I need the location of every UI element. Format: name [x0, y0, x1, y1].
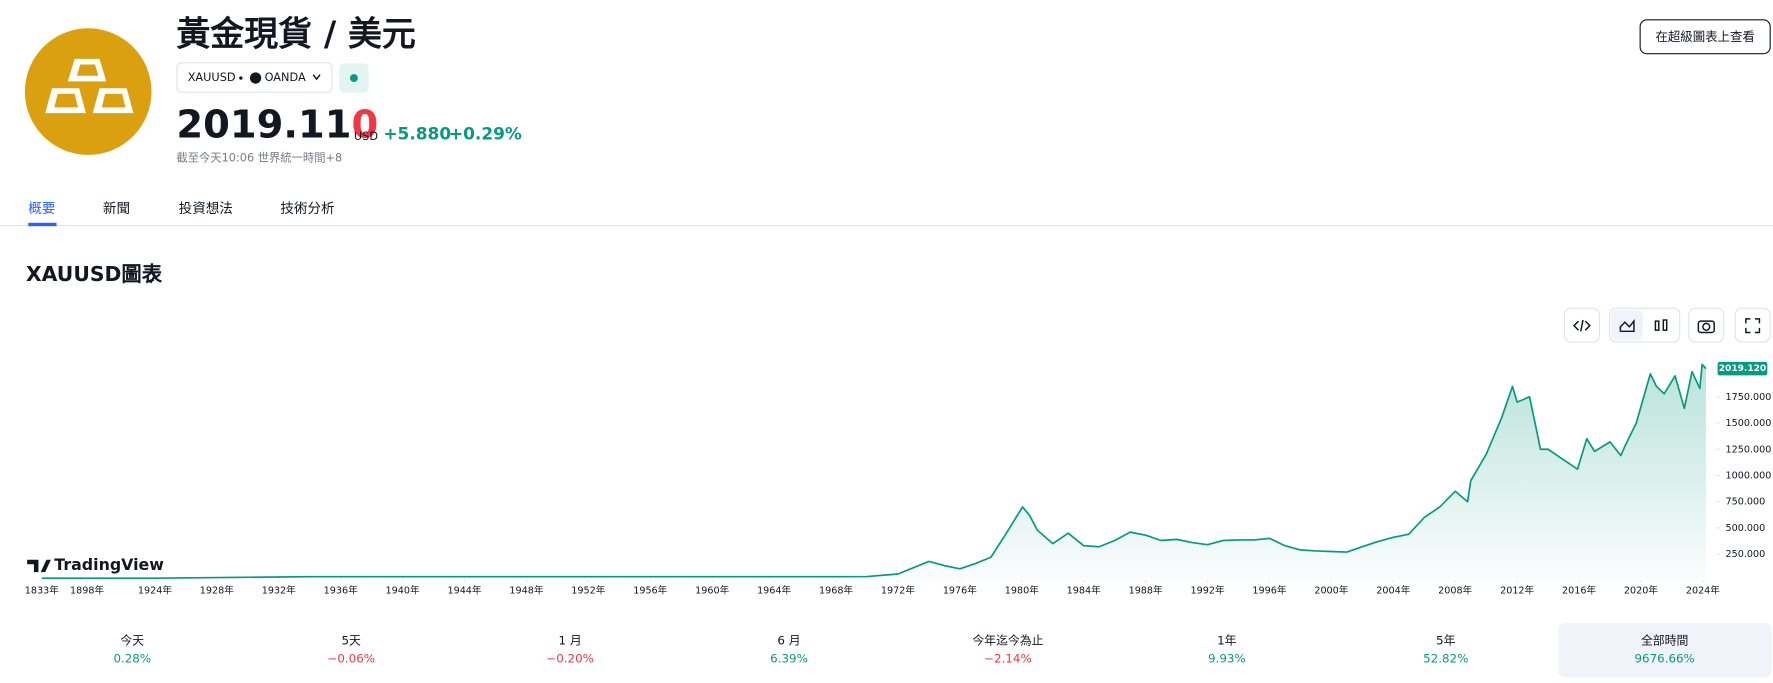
x-tick-label: 2024年 — [1686, 584, 1720, 596]
period-label[interactable]: 1 月 — [559, 634, 582, 648]
period-label[interactable]: 全部時間 — [1641, 634, 1688, 648]
x-tick-label: 1898年 — [70, 584, 104, 596]
fullscreen-button[interactable] — [1734, 307, 1771, 343]
x-tick-label: 1944年 — [447, 584, 481, 596]
period-change: 52.82% — [1423, 652, 1468, 666]
y-tick-label: 1500.000 — [1726, 418, 1772, 429]
period-label[interactable]: 今年迄今為止 — [972, 634, 1043, 648]
timestamp: 截至今天10:06 世界統一時間+8 — [176, 150, 342, 164]
active-tab-underline — [28, 222, 57, 227]
x-tick-label: 1980年 — [1005, 584, 1039, 596]
x-tick-label: 2012年 — [1500, 584, 1534, 596]
y-tick-label: 1250.000 — [1726, 444, 1772, 455]
x-tick-label: 2004年 — [1376, 584, 1410, 596]
y-tick-label: 750.000 — [1726, 497, 1766, 508]
x-tick-label: 1948年 — [509, 584, 543, 596]
x-tick-label: 1964年 — [757, 584, 791, 596]
price-main: 2019.11 — [176, 102, 351, 147]
x-tick-label: 1972年 — [881, 584, 915, 596]
y-tick-label: 1000.000 — [1726, 470, 1772, 481]
period-change: 6.39% — [770, 652, 808, 666]
currency: USD — [354, 130, 378, 143]
tab[interactable]: 概要 — [28, 201, 55, 217]
tab[interactable]: 技術分析 — [280, 201, 334, 217]
x-tick-label: 1924年 — [138, 584, 172, 596]
y-tick-label: 1750.000 — [1726, 392, 1772, 403]
x-tick-label: 1928年 — [200, 584, 234, 596]
x-tick-label: 2008年 — [1438, 584, 1472, 596]
period-label[interactable]: 6 月 — [777, 634, 800, 648]
x-tick-label: 1932年 — [262, 584, 296, 596]
x-tick-label: 2016年 — [1562, 584, 1596, 596]
x-tick-label: 1992年 — [1191, 584, 1225, 596]
period-change: 0.28% — [113, 652, 151, 666]
price: 2019.110 — [176, 102, 378, 147]
period-change: 9.93% — [1208, 652, 1246, 666]
brand-name: TradingView — [54, 555, 164, 574]
broker-icon — [249, 72, 262, 84]
period-label[interactable]: 5天 — [342, 634, 362, 648]
last-price-label: 2019.120 — [1719, 364, 1766, 374]
x-tick-label: 1936年 — [324, 584, 358, 596]
x-tick-label: 1940年 — [386, 584, 420, 596]
x-tick-label: 1956年 — [633, 584, 667, 596]
x-tick-label: 2020年 — [1624, 584, 1658, 596]
open-chart-button[interactable] — [1639, 19, 1771, 55]
x-tick-label: 1968年 — [819, 584, 853, 596]
tab[interactable]: 投資想法 — [179, 201, 233, 217]
price-area — [41, 364, 1706, 581]
price-line — [41, 363, 1707, 580]
period-label[interactable]: 5年 — [1436, 634, 1456, 648]
period-change: −0.06% — [327, 652, 375, 666]
x-tick-label: 1952年 — [571, 584, 605, 596]
x-tick-label: 1988年 — [1129, 584, 1163, 596]
period-label[interactable]: 1年 — [1217, 634, 1237, 648]
change: +5.880 — [383, 124, 451, 144]
x-tick-label: 1833年 — [25, 584, 59, 596]
chevron — [149, 268, 157, 284]
period-change: 9676.66% — [1635, 652, 1695, 666]
y-tick-label: 250.000 — [1726, 549, 1766, 560]
symbol-title: 黃金現貨 / 美元 — [176, 15, 416, 54]
snapshot-button[interactable] — [1688, 307, 1725, 343]
y-tick-label: 500.000 — [1726, 523, 1766, 534]
period-change: −2.14% — [984, 652, 1032, 666]
change-percent: +0.29% — [449, 124, 522, 144]
symbol-code: XAUUSD — [188, 71, 236, 84]
brand-logo — [27, 559, 51, 573]
x-tick-label: 2000年 — [1314, 584, 1348, 596]
x-tick-label: 1996年 — [1252, 584, 1286, 596]
section-title[interactable]: XAUUSD圖表 — [26, 262, 163, 286]
price-last-digit: 0 — [351, 102, 378, 147]
selected-range-bg — [1558, 623, 1772, 678]
x-tick-label: 1960年 — [695, 584, 729, 596]
tab[interactable]: 新聞 — [103, 201, 130, 217]
open-chart-label: 在超級圖表上查看 — [1655, 29, 1754, 44]
x-tick-label: 1976年 — [943, 584, 977, 596]
symbol-logo — [24, 28, 152, 155]
broker-name: OANDA — [265, 71, 306, 84]
period-label[interactable]: 今天 — [120, 634, 144, 648]
period-change: −0.20% — [546, 652, 594, 666]
x-tick-label: 1984年 — [1067, 584, 1101, 596]
last-price-marker — [1717, 361, 1768, 376]
